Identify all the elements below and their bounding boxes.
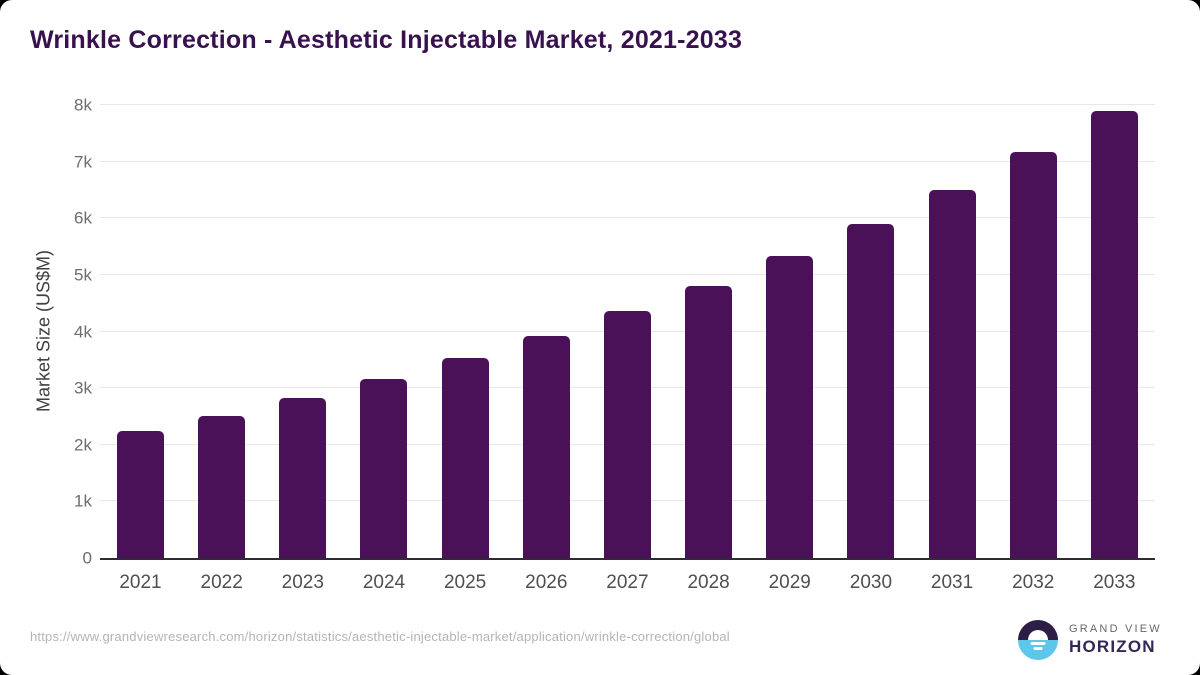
bar-2024 — [360, 379, 408, 558]
x-tick-label: 2025 — [443, 572, 487, 593]
bars-container: 2021 2022 2023 2024 2025 2026 2027 2028 2029 2030… — [100, 105, 1155, 593]
y-tick-label: 5k — [74, 265, 92, 285]
x-tick-label: 2024 — [362, 572, 406, 593]
bar-slot: 2030 — [847, 105, 895, 593]
bar-2026 — [522, 336, 570, 558]
horizon-logo-icon — [1018, 620, 1058, 660]
x-tick-label: 2022 — [200, 572, 243, 593]
bar-2027 — [603, 311, 651, 558]
x-tick-label: 2023 — [281, 572, 324, 593]
bar-slot: 2026 — [522, 105, 570, 593]
x-tick-label: 2032 — [1012, 572, 1055, 593]
brand-name: GRAND VIEW HORIZON — [1069, 623, 1162, 658]
x-tick-label: 2028 — [687, 572, 730, 593]
y-tick-label: 7k — [74, 152, 92, 172]
y-tick-label: 3k — [74, 378, 92, 398]
bar-2028 — [685, 285, 733, 558]
bar-2022 — [198, 416, 246, 558]
gridline — [100, 104, 1155, 105]
bar-2033 — [1090, 111, 1138, 558]
bar-2031 — [928, 189, 976, 558]
plot-area: 2021 2022 2023 2024 2025 2026 2027 2028 2029 2030… — [100, 104, 1155, 593]
y-tick-label: 2k — [74, 435, 92, 455]
y-tick-label: 4k — [74, 322, 92, 341]
y-tick-label: 8k — [74, 95, 92, 115]
bar-slot: 2021 — [117, 105, 164, 593]
bar-2032 — [1009, 152, 1057, 558]
x-tick-label: 2031 — [930, 572, 974, 593]
bar-slot: 2025 — [441, 105, 489, 593]
bar-2023 — [279, 398, 327, 558]
gridline — [100, 160, 1155, 162]
bar-slot: 2027 — [603, 105, 651, 593]
y-tick-label: 0 — [82, 548, 92, 568]
bar-2025 — [441, 358, 489, 558]
brand-name-top: GRAND VIEW — [1069, 622, 1162, 635]
x-tick-label: 2029 — [768, 572, 811, 593]
bar-slot: 2022 — [198, 105, 246, 593]
bar-slot: 2024 — [360, 105, 408, 593]
bar-2030 — [847, 223, 895, 558]
bar-2029 — [766, 256, 814, 558]
bar-slot: 2029 — [766, 105, 814, 593]
x-tick-label: 2030 — [849, 572, 893, 593]
x-tick-label: 2021 — [119, 572, 162, 593]
logo-sun-shape — [1028, 630, 1048, 640]
bar-slot: 2028 — [685, 105, 733, 593]
gridline — [100, 273, 1155, 275]
bar-2021 — [117, 431, 164, 558]
brand-logo: GRAND VIEW HORIZON — [1018, 620, 1162, 660]
source-url: https://www.grandviewresearch.com/horizo… — [30, 629, 730, 644]
bar-slot: 2033 — [1090, 105, 1138, 593]
x-tick-label: 2033 — [1093, 572, 1136, 593]
logo-reflection-line — [1030, 642, 1046, 645]
x-tick-label: 2026 — [525, 572, 568, 593]
bar-slot: 2023 — [279, 105, 327, 593]
y-axis-tick-labels: 0 1k 2k 3k 4k 5k 6k 7k 8k — [0, 97, 92, 567]
bar-slot: 2031 — [928, 105, 976, 593]
y-tick-label: 1k — [74, 491, 92, 511]
y-tick-label: 6k — [74, 208, 92, 228]
chart-title: Wrinkle Correction - Aesthetic Injectabl… — [30, 26, 743, 54]
logo-reflection-line — [1033, 646, 1043, 650]
bar-slot: 2032 — [1009, 105, 1057, 593]
x-tick-label: 2027 — [606, 572, 649, 593]
gridline — [100, 217, 1155, 219]
logo-sea-half — [1018, 640, 1058, 660]
brand-name-bottom: HORIZON — [1069, 637, 1156, 657]
